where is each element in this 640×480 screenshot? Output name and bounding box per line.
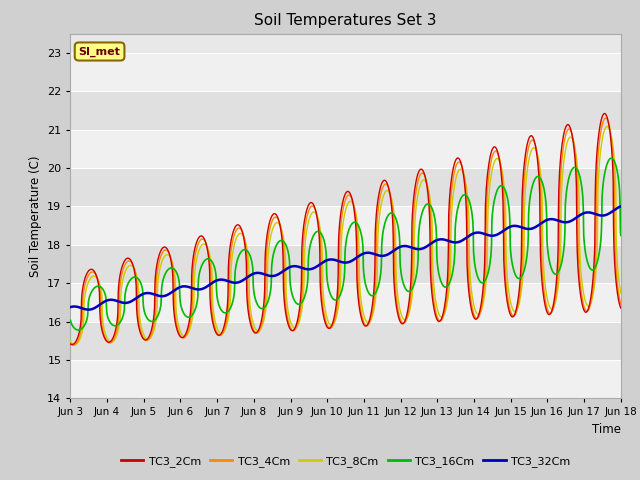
Bar — [70, 130, 621, 168]
Bar — [70, 283, 621, 322]
Bar — [70, 245, 621, 283]
Bar — [70, 360, 621, 398]
X-axis label: Time: Time — [592, 423, 621, 436]
Title: Soil Temperatures Set 3: Soil Temperatures Set 3 — [254, 13, 437, 28]
Bar — [70, 322, 621, 360]
Bar — [70, 206, 621, 245]
Bar — [70, 53, 621, 91]
Y-axis label: Soil Temperature (C): Soil Temperature (C) — [29, 155, 42, 277]
Legend: TC3_2Cm, TC3_4Cm, TC3_8Cm, TC3_16Cm, TC3_32Cm: TC3_2Cm, TC3_4Cm, TC3_8Cm, TC3_16Cm, TC3… — [116, 451, 575, 471]
Text: SI_met: SI_met — [79, 47, 120, 57]
Bar — [70, 168, 621, 206]
Bar — [70, 91, 621, 130]
